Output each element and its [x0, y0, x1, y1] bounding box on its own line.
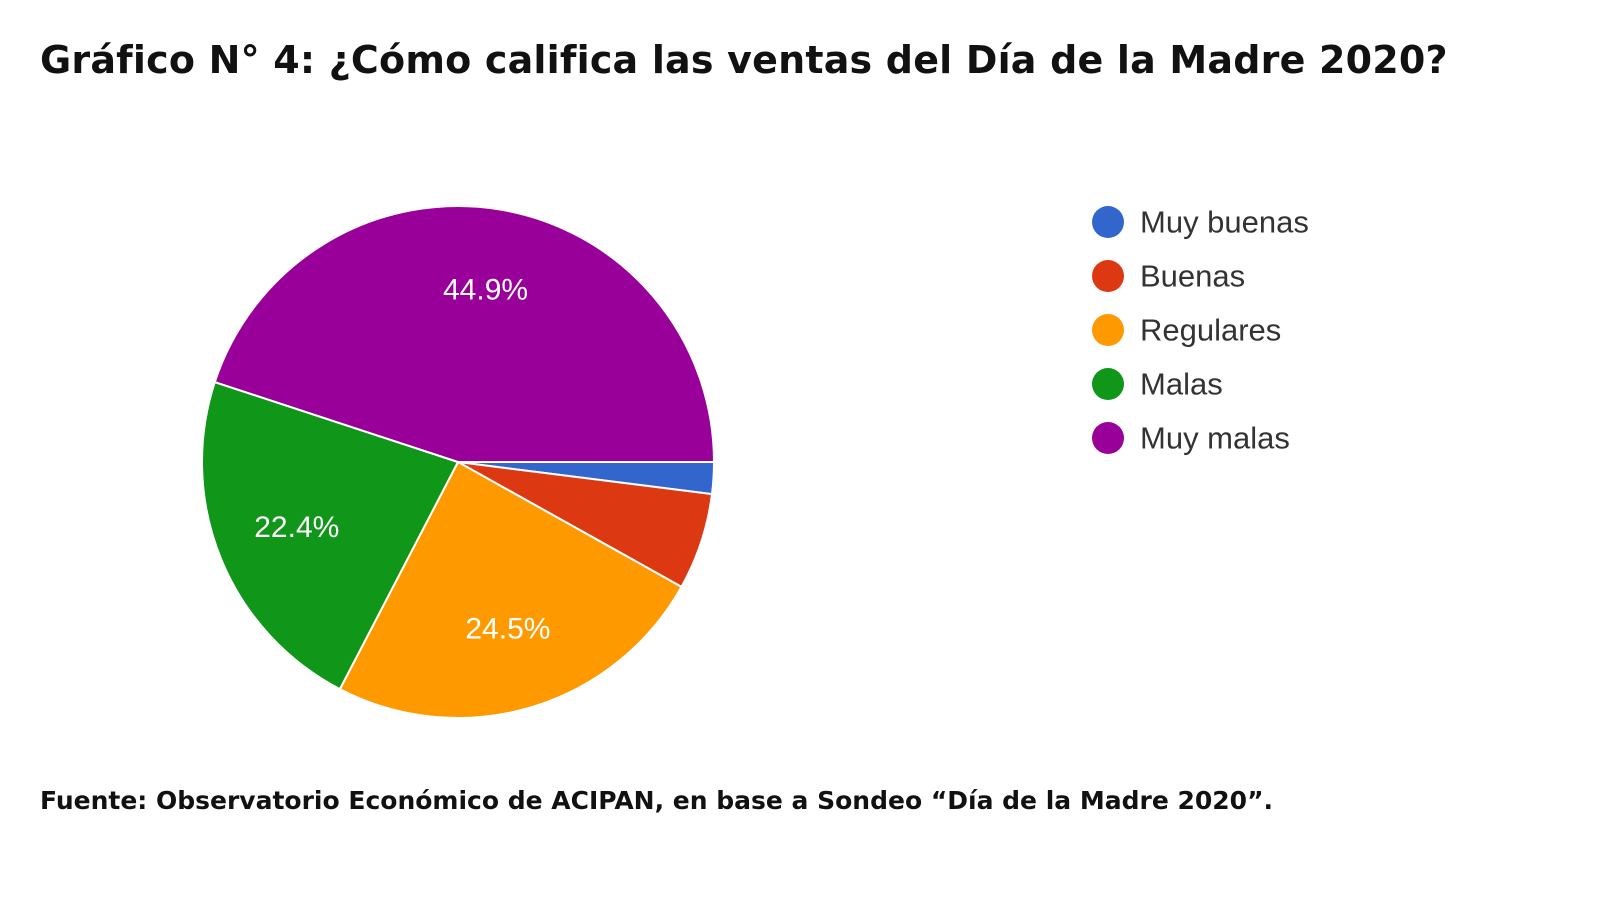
legend-item-muy-buenas: Muy buenas [1092, 205, 1309, 240]
legend-label-buenas: Buenas [1140, 259, 1245, 294]
legend-label-muy-malas: Muy malas [1140, 421, 1290, 456]
legend-swatch-muy-malas [1092, 422, 1124, 454]
legend-label-regulares: Regulares [1140, 313, 1281, 348]
pie-label-malas: 22.4% [254, 511, 339, 544]
chart-source-note: Fuente: Observatorio Económico de ACIPAN… [40, 786, 1273, 815]
legend-item-muy-malas: Muy malas [1092, 421, 1290, 456]
legend-swatch-buenas [1092, 260, 1124, 292]
legend-label-muy-buenas: Muy buenas [1140, 205, 1309, 240]
legend-item-buenas: Buenas [1092, 259, 1245, 294]
chart-title: Gráfico N° 4: ¿Cómo califica las ventas … [40, 38, 1448, 82]
legend-item-malas: Malas [1092, 367, 1223, 402]
pie-slice-labels: 24.5% 22.4% 44.9% [254, 274, 550, 646]
pie-slice-malas [201, 380, 460, 691]
legend-label-malas: Malas [1140, 367, 1223, 402]
pie-label-regulares: 24.5% [465, 612, 550, 645]
pie-slices [201, 205, 716, 719]
legend-item-regulares: Regulares [1092, 313, 1281, 348]
legend-swatch-muy-buenas [1092, 206, 1124, 238]
legend-swatch-malas [1092, 368, 1124, 400]
pie-slice-muy-malas [213, 205, 716, 463]
pie-label-muy-malas: 44.9% [443, 274, 528, 307]
legend-swatch-regulares [1092, 314, 1124, 346]
chart-legend: Muy buenas Buenas Regulares Malas Muy malas [1092, 205, 1309, 456]
